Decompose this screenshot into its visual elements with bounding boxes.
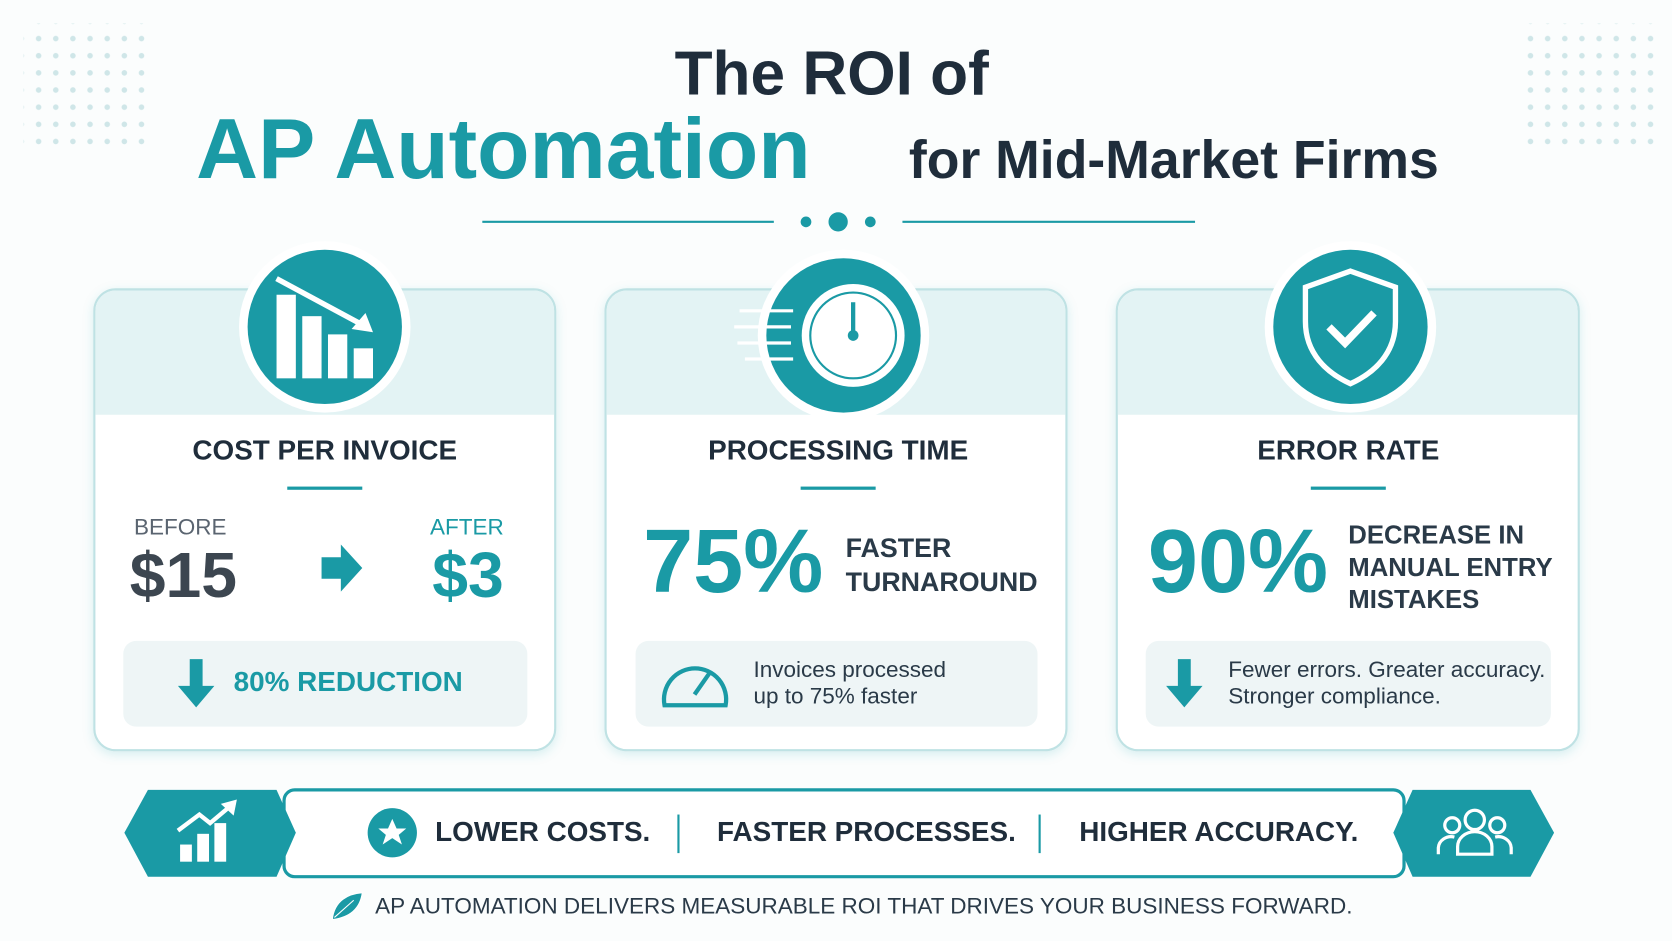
star-icon xyxy=(378,818,407,845)
card-title: PROCESSING TIME xyxy=(708,435,968,466)
shield-icon xyxy=(1302,268,1399,387)
arrow-icon xyxy=(321,544,363,592)
clock-icon xyxy=(734,284,905,387)
team-icon xyxy=(1436,808,1513,856)
after-value: $3 xyxy=(432,539,504,611)
banner: LOWER COSTS. FASTER PROCESSES. HIGHER AC… xyxy=(124,788,1555,879)
card-title: COST PER INVOICE xyxy=(192,435,457,466)
stat-text: FASTER xyxy=(846,533,952,563)
banner-item: LOWER COSTS. xyxy=(435,816,650,847)
growth-icon xyxy=(176,799,237,862)
title-divider xyxy=(482,212,1196,232)
stat-text: MISTAKES xyxy=(1348,586,1479,614)
title-rest: for Mid-Market Firms xyxy=(909,130,1439,190)
down-arrow-icon xyxy=(177,659,215,708)
card-title: ERROR RATE xyxy=(1257,435,1439,466)
stat-text: DECREASE IN xyxy=(1348,522,1524,550)
card-note: Invoices processed xyxy=(753,657,946,682)
after-label: AFTER xyxy=(430,514,504,539)
before-label: BEFORE xyxy=(134,514,227,539)
card: COST PER INVOICE BEFORE $15 AFTER $3 80%… xyxy=(93,241,557,752)
title-line: The ROI of xyxy=(675,40,990,109)
before-value: $15 xyxy=(130,539,237,611)
card-note: Fewer errors. Greater accuracy. xyxy=(1228,657,1545,682)
stat-text: TURNAROUND xyxy=(846,567,1038,597)
banner-item: FASTER PROCESSES. xyxy=(717,816,1016,847)
footer-text: AP AUTOMATION DELIVERS MEASURABLE ROI TH… xyxy=(375,894,1352,919)
card-note: Stronger compliance. xyxy=(1228,684,1441,709)
card: ERROR RATE 90% DECREASE IN MANUAL ENTRY … xyxy=(1115,241,1580,752)
dot-decoration xyxy=(1527,23,1656,147)
stat: 90% xyxy=(1148,512,1328,612)
bar-chart-icon xyxy=(275,276,374,379)
card-note: 80% REDUCTION xyxy=(234,666,463,697)
banner-item: HIGHER ACCURACY. xyxy=(1079,816,1358,847)
title-highlight: AP Automation xyxy=(196,101,810,197)
stat-text: MANUAL ENTRY xyxy=(1348,554,1552,582)
down-arrow-icon xyxy=(1166,659,1203,708)
leaf-icon xyxy=(331,892,363,921)
card: PROCESSING TIME 75% FASTER TURNAROUND In… xyxy=(604,249,1068,752)
card-note: up to 75% faster xyxy=(753,684,917,709)
stat: 75% xyxy=(643,512,823,612)
gauge-icon xyxy=(661,666,729,708)
dot-decoration xyxy=(23,23,153,147)
